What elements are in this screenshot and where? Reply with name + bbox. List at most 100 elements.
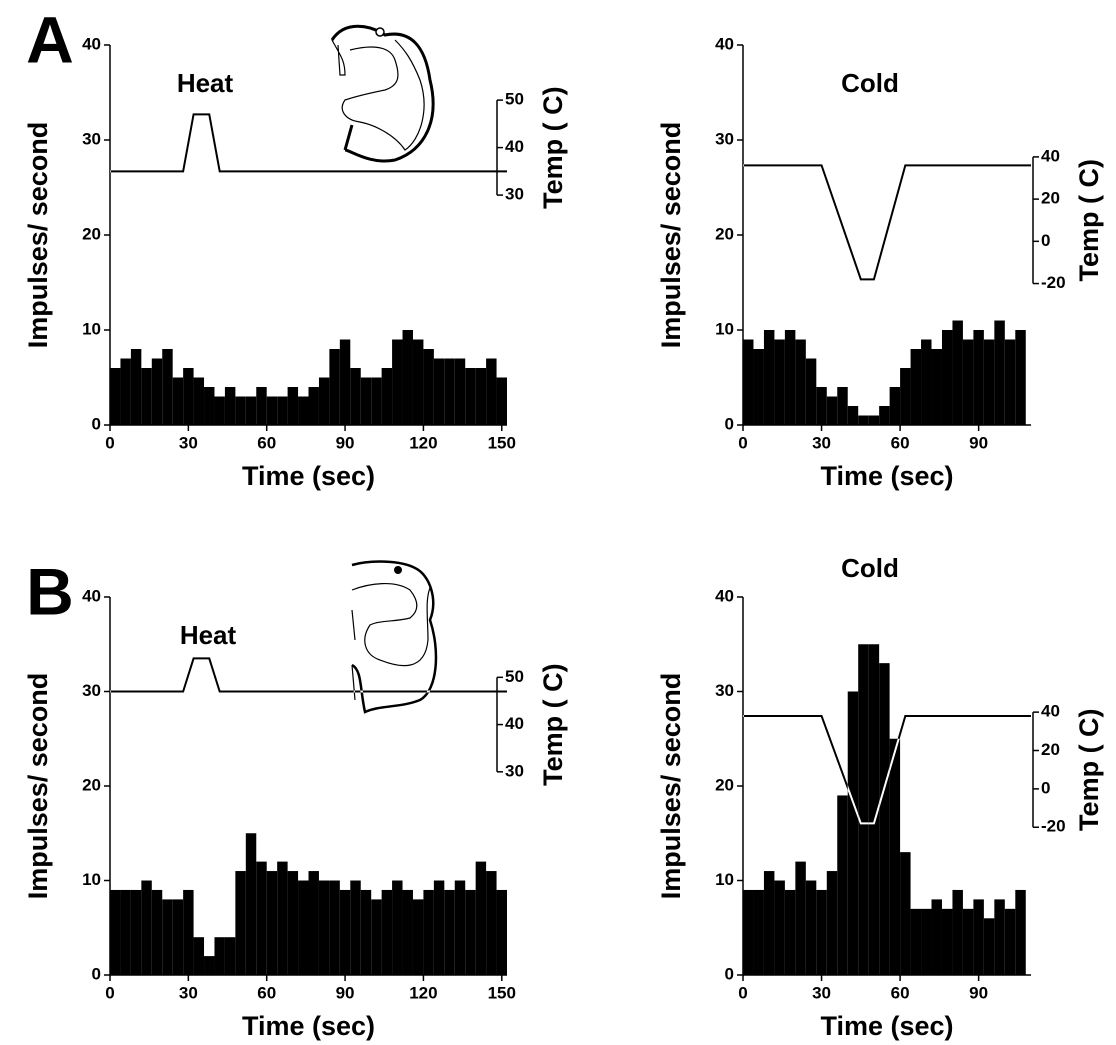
bar xyxy=(847,691,859,975)
bar xyxy=(423,889,434,975)
y-tick-label: 20 xyxy=(715,775,734,794)
bar xyxy=(900,852,911,975)
panel: 0 10 20 30 40 0 30 60 90 120 150 30 40 50 Impulses/ se… xyxy=(23,2,568,491)
bar xyxy=(245,396,257,425)
bar xyxy=(858,644,869,975)
bar xyxy=(433,358,445,425)
bar xyxy=(973,330,984,425)
bar xyxy=(120,358,131,425)
bar xyxy=(172,899,184,975)
bar xyxy=(879,406,890,425)
panel-label: B xyxy=(26,554,74,628)
bar xyxy=(931,349,942,425)
bar xyxy=(256,387,267,425)
y-tick-label: 40 xyxy=(82,586,101,605)
bar xyxy=(277,861,288,975)
x-tick-label: 30 xyxy=(812,983,831,1002)
bar xyxy=(931,899,942,975)
bar xyxy=(287,387,299,425)
bar xyxy=(743,339,754,425)
y-tick-label: 10 xyxy=(82,319,101,338)
bar xyxy=(329,349,340,425)
bar xyxy=(921,339,932,425)
y-tick-label: 10 xyxy=(82,870,101,889)
bar xyxy=(162,349,173,425)
y-axis-title: Impulses/ second xyxy=(656,122,686,349)
y2-tick-label: 40 xyxy=(1041,146,1060,165)
panel: 0 10 20 30 40 0 30 60 90 -20 0 20 40 Impulses/ second… xyxy=(656,34,1104,491)
bar xyxy=(392,880,403,975)
y-tick-label: 40 xyxy=(82,34,101,53)
spinal-cord-inset-b xyxy=(351,560,438,714)
bar xyxy=(774,880,785,975)
y2-tick-label: 40 xyxy=(505,714,524,733)
bar xyxy=(308,387,319,425)
bar xyxy=(941,330,953,425)
y2-axis-title: Temp ( C) xyxy=(1074,159,1104,282)
bar xyxy=(339,889,351,975)
y2-tick-label: -20 xyxy=(1041,273,1066,292)
y-tick-label: 20 xyxy=(715,224,734,243)
bar xyxy=(1004,908,1016,975)
bar xyxy=(496,889,507,975)
x-tick-label: 120 xyxy=(409,433,437,452)
y-axis-title: Impulses/ second xyxy=(23,122,53,349)
bar xyxy=(120,889,131,975)
bar xyxy=(847,406,859,425)
y2-tick-label: -20 xyxy=(1041,817,1066,836)
bar xyxy=(412,339,424,425)
bar xyxy=(130,889,142,975)
temperature-trace xyxy=(743,164,1031,281)
bar xyxy=(763,330,775,425)
y2-axis-title: Temp ( C) xyxy=(538,86,568,209)
bar xyxy=(308,871,319,975)
temperature-trace xyxy=(743,714,1031,825)
y-tick-label: 20 xyxy=(82,224,101,243)
bar xyxy=(910,908,922,975)
y2-axis-title: Temp ( C) xyxy=(538,663,568,786)
bar xyxy=(973,899,984,975)
bar xyxy=(266,871,278,975)
bar xyxy=(763,871,775,975)
bar xyxy=(235,871,246,975)
bar xyxy=(805,880,817,975)
bar xyxy=(350,368,361,425)
y2-tick-label: 50 xyxy=(505,667,524,686)
bar xyxy=(486,358,497,425)
bar xyxy=(381,368,393,425)
bar xyxy=(994,899,1005,975)
y-tick-label: 20 xyxy=(82,775,101,794)
bar xyxy=(826,871,838,975)
bar xyxy=(256,861,267,975)
temperature-trace xyxy=(110,657,507,693)
bar xyxy=(224,387,236,425)
panel-label: A xyxy=(26,2,74,76)
bar xyxy=(298,880,309,975)
bar xyxy=(151,889,163,975)
x-tick-label: 90 xyxy=(969,433,988,452)
bar xyxy=(204,387,215,425)
bar xyxy=(475,368,487,425)
bar xyxy=(753,349,764,425)
x-tick-label: 120 xyxy=(409,983,437,1002)
y2-axis-title: Temp ( C) xyxy=(1074,708,1104,831)
bar xyxy=(162,899,173,975)
x-tick-label: 90 xyxy=(336,983,355,1002)
bar xyxy=(454,358,466,425)
y2-tick-label: 0 xyxy=(1041,778,1050,797)
bar xyxy=(444,889,455,975)
x-tick-label: 30 xyxy=(179,433,198,452)
y-tick-label: 30 xyxy=(82,129,101,148)
bar xyxy=(204,956,215,975)
bar xyxy=(816,889,827,975)
bar xyxy=(910,349,922,425)
bar xyxy=(475,861,487,975)
bar xyxy=(784,330,796,425)
x-axis-title: Time (sec) xyxy=(820,1011,953,1041)
bar xyxy=(837,387,848,425)
bar xyxy=(371,377,382,425)
annotation: Heat xyxy=(177,68,234,98)
x-axis-title: Time (sec) xyxy=(242,1011,375,1041)
y-tick-label: 40 xyxy=(715,34,734,53)
